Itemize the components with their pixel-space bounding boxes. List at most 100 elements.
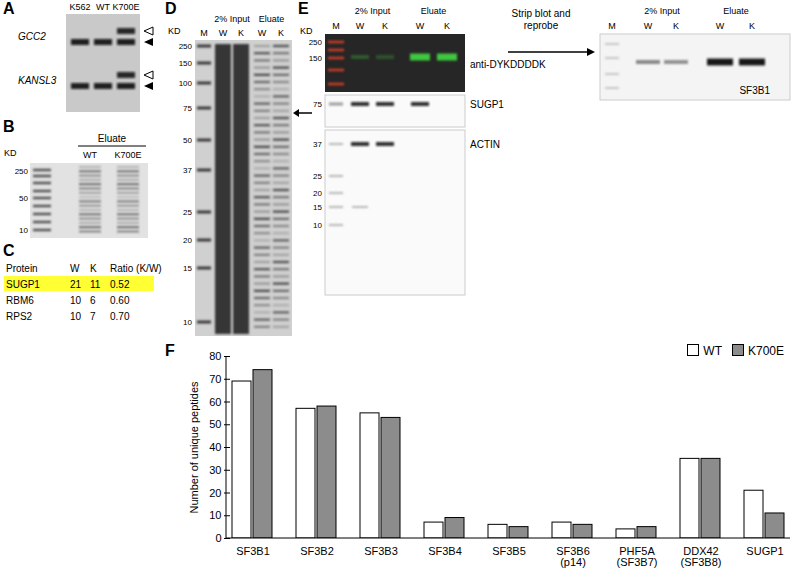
- svg-text:GCC2: GCC2: [18, 31, 46, 42]
- svg-text:37: 37: [183, 166, 192, 175]
- svg-text:W: W: [416, 21, 425, 31]
- svg-text:K: K: [382, 21, 388, 31]
- svg-text:SUGP1: SUGP1: [470, 99, 504, 110]
- svg-text:SF3B3: SF3B3: [364, 545, 398, 557]
- svg-text:10: 10: [183, 318, 192, 327]
- svg-text:250: 250: [179, 42, 193, 51]
- svg-text:DDX42(SF3B8): DDX42(SF3B8): [681, 545, 722, 568]
- svg-text:10: 10: [313, 221, 322, 230]
- svg-text:SF3B6(p14): SF3B6(p14): [556, 545, 590, 568]
- svg-text:0.70: 0.70: [110, 311, 130, 322]
- svg-text:10: 10: [70, 295, 82, 306]
- svg-text:KANSL3: KANSL3: [18, 75, 57, 86]
- svg-text:anti-DYKDDDDK: anti-DYKDDDDK: [470, 59, 546, 70]
- svg-text:150: 150: [179, 59, 193, 68]
- svg-text:Protein: Protein: [6, 263, 38, 274]
- svg-text:75: 75: [313, 100, 322, 109]
- svg-text:50: 50: [19, 194, 28, 203]
- svg-text:WT: WT: [96, 2, 110, 12]
- svg-text:20: 20: [313, 189, 322, 198]
- svg-text:2% Input: 2% Input: [214, 14, 250, 24]
- svg-text:100: 100: [179, 79, 193, 88]
- svg-text:RPS2: RPS2: [6, 311, 33, 322]
- svg-text:KD: KD: [168, 26, 181, 36]
- svg-text:K: K: [444, 21, 450, 31]
- svg-text:M: M: [608, 21, 616, 31]
- svg-text:0: 0: [215, 532, 221, 544]
- svg-text:10: 10: [70, 311, 82, 322]
- svg-text:K: K: [749, 21, 755, 31]
- svg-text:K: K: [238, 28, 244, 38]
- svg-text:M: M: [332, 21, 340, 31]
- svg-text:Number of unique peptides: Number of unique peptides: [188, 381, 200, 514]
- svg-text:W: W: [356, 21, 365, 31]
- svg-text:Eluate: Eluate: [723, 6, 749, 16]
- svg-text:K700E: K700E: [114, 150, 141, 160]
- svg-text:80: 80: [209, 350, 221, 362]
- svg-text:70: 70: [209, 373, 221, 385]
- svg-text:0.60: 0.60: [110, 295, 130, 306]
- svg-text:M: M: [200, 28, 208, 38]
- html-text:Strip blot and reprobe: Strip blot and reprobe: [511, 8, 571, 31]
- svg-text:SF3B4: SF3B4: [428, 545, 462, 557]
- svg-text:F: F: [165, 342, 175, 359]
- svg-text:25: 25: [183, 208, 192, 217]
- svg-text:6: 6: [90, 295, 96, 306]
- html-text:WT: WT: [703, 344, 722, 358]
- svg-text:25: 25: [313, 172, 322, 181]
- svg-text:40: 40: [209, 441, 221, 453]
- svg-text:SUGP1: SUGP1: [746, 545, 783, 557]
- svg-text:B: B: [3, 118, 15, 135]
- svg-text:K: K: [90, 263, 97, 274]
- svg-text:K700E: K700E: [112, 2, 139, 12]
- svg-text:KD: KD: [4, 148, 17, 158]
- svg-text:21: 21: [70, 279, 82, 290]
- svg-text:75: 75: [183, 104, 192, 113]
- svg-text:250: 250: [15, 167, 29, 176]
- svg-text:SUGP1: SUGP1: [6, 279, 40, 290]
- svg-text:ACTIN: ACTIN: [470, 139, 500, 150]
- svg-text:50: 50: [183, 136, 192, 145]
- svg-text:0.52: 0.52: [110, 279, 130, 290]
- svg-text:SF3B5: SF3B5: [492, 545, 526, 557]
- svg-text:C: C: [3, 242, 15, 259]
- svg-text:11: 11: [90, 279, 101, 290]
- svg-text:W: W: [644, 21, 653, 31]
- svg-text:15: 15: [183, 264, 192, 273]
- svg-text:W: W: [716, 21, 725, 31]
- svg-text:RBM6: RBM6: [6, 295, 34, 306]
- svg-text:2% Input: 2% Input: [355, 6, 391, 16]
- svg-text:W: W: [258, 28, 267, 38]
- svg-text:150: 150: [309, 54, 323, 63]
- svg-text:10: 10: [19, 226, 28, 235]
- svg-text:K: K: [278, 28, 284, 38]
- svg-text:SF3B1: SF3B1: [236, 545, 270, 557]
- svg-text:2% Input: 2% Input: [644, 6, 680, 16]
- svg-text:D: D: [165, 0, 177, 17]
- svg-text:W: W: [219, 28, 228, 38]
- svg-text:30: 30: [209, 464, 221, 476]
- svg-text:E: E: [298, 0, 309, 17]
- svg-text:PHF5A(SF3B7): PHF5A(SF3B7): [617, 545, 658, 568]
- svg-text:K562: K562: [69, 2, 90, 12]
- svg-text:Eluate: Eluate: [98, 133, 127, 144]
- svg-text:7: 7: [90, 311, 96, 322]
- svg-text:20: 20: [183, 236, 192, 245]
- svg-text:20: 20: [209, 487, 221, 499]
- svg-text:37: 37: [313, 140, 322, 149]
- svg-text:SF3B2: SF3B2: [300, 545, 334, 557]
- svg-text:Ratio (K/W): Ratio (K/W): [110, 263, 162, 274]
- svg-text:10: 10: [209, 509, 221, 521]
- svg-text:W: W: [70, 263, 80, 274]
- svg-text:K: K: [673, 21, 679, 31]
- svg-text:WT: WT: [83, 150, 97, 160]
- svg-text:15: 15: [313, 203, 322, 212]
- svg-text:60: 60: [209, 396, 221, 408]
- svg-text:50: 50: [209, 418, 221, 430]
- svg-text:KD: KD: [300, 26, 313, 36]
- svg-text:250: 250: [309, 38, 323, 47]
- svg-text:SF3B1: SF3B1: [739, 85, 770, 96]
- svg-text:A: A: [3, 0, 15, 17]
- svg-text:Eluate: Eluate: [421, 6, 447, 16]
- svg-text:Eluate: Eluate: [259, 14, 285, 24]
